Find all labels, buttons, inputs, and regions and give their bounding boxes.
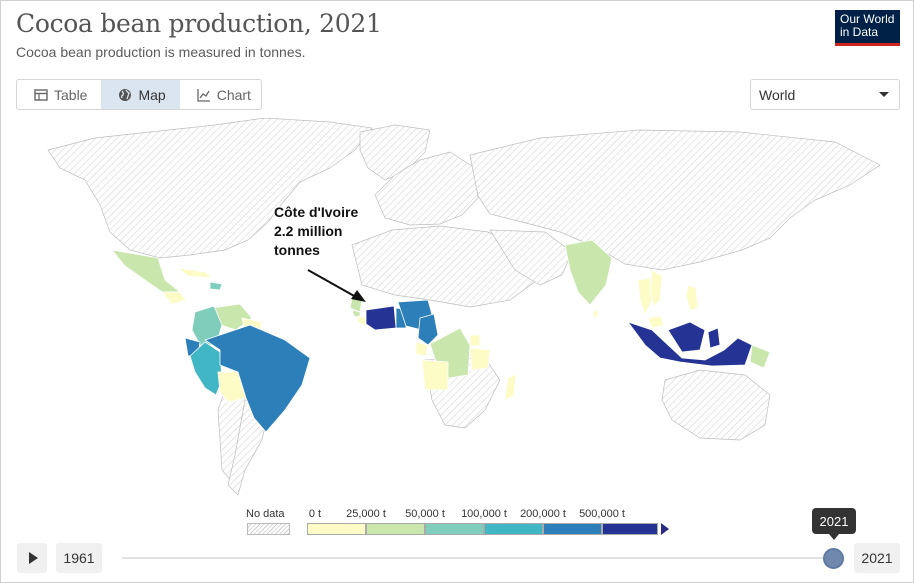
legend-tick-label: 0 t	[308, 508, 322, 520]
chart-subtitle: Cocoa bean production is measured in ton…	[16, 44, 306, 60]
country-indonesia[interactable]	[626, 321, 753, 367]
tab-table[interactable]: Table	[17, 80, 101, 109]
globe-icon	[119, 88, 132, 101]
country-dominican-republic[interactable]	[209, 281, 223, 291]
chevron-down-icon	[879, 92, 889, 97]
tab-map-label: Map	[138, 86, 166, 103]
legend-bin-4[interactable]	[543, 523, 602, 535]
country-philippines[interactable]	[685, 284, 699, 311]
region-select-value: World	[759, 86, 796, 103]
legend-tick-label: 100,000 t	[461, 508, 507, 520]
country-thailand[interactable]	[637, 277, 653, 317]
tab-chart[interactable]: Chart	[180, 80, 265, 109]
tab-table-label: Table	[54, 86, 88, 103]
country-tanzania[interactable]	[469, 347, 491, 371]
country-cuba[interactable]	[176, 267, 214, 279]
country-india[interactable]	[564, 239, 613, 306]
country-brazil[interactable]	[204, 324, 311, 433]
region-europe[interactable]	[374, 151, 479, 226]
play-button[interactable]	[17, 543, 47, 573]
region-north-africa[interactable]	[351, 225, 541, 308]
country-papua-new-guinea[interactable]	[749, 344, 771, 369]
legend-tick-label: 50,000 t	[405, 508, 445, 520]
timeline-track[interactable]	[122, 557, 836, 559]
owid-logo[interactable]: Our World in Data	[835, 10, 900, 46]
timeline-handle[interactable]	[823, 548, 844, 569]
country-sulawesi[interactable]	[707, 327, 721, 349]
country-bolivia[interactable]	[217, 371, 247, 403]
country-cote-divoire[interactable]	[365, 305, 397, 331]
region-north-america[interactable]	[47, 118, 373, 259]
table-icon	[34, 88, 48, 101]
timeline-year-tooltip: 2021	[812, 508, 856, 540]
legend-tick-label: 25,000 t	[346, 508, 386, 520]
country-liberia[interactable]	[357, 315, 367, 327]
legend-bin-0[interactable]	[307, 523, 366, 535]
annotation-line-2: 2.2 million	[274, 223, 343, 239]
play-icon	[28, 552, 38, 564]
region-select[interactable]: World	[750, 79, 900, 110]
annotation-arrowhead	[351, 290, 366, 302]
country-uganda[interactable]	[469, 334, 481, 347]
region-asia[interactable]	[469, 129, 881, 271]
country-malaysia[interactable]	[647, 315, 665, 329]
region-australia[interactable]	[661, 369, 771, 441]
timeline-end-year[interactable]: 2021	[854, 543, 900, 573]
timeline-start-year[interactable]: 1961	[56, 543, 102, 573]
country-angola[interactable]	[421, 359, 449, 391]
line-chart-icon	[197, 88, 210, 102]
legend-tick-label: 500,000 t	[579, 508, 625, 520]
legend-bin-1[interactable]	[366, 523, 425, 535]
country-borneo-indonesia[interactable]	[667, 321, 706, 353]
legend-no-data-swatch[interactable]	[247, 523, 290, 535]
country-guatemala[interactable]	[161, 291, 187, 305]
legend-tick-label: 200,000 t	[520, 508, 566, 520]
region-middle-east[interactable]	[489, 229, 573, 286]
annotation-line-3: tonnes	[274, 242, 320, 258]
annotation-arrow	[307, 269, 357, 298]
country-gabon[interactable]	[415, 341, 429, 357]
legend-no-data-label: No data	[246, 508, 285, 520]
logo-line-1: Our World	[840, 12, 895, 26]
tab-map[interactable]: Map	[101, 80, 180, 109]
annotation-line-1: Côte d'Ivoire	[274, 204, 359, 220]
tab-chart-label: Chart	[216, 86, 251, 103]
country-vietnam[interactable]	[649, 269, 663, 307]
legend-bin-3[interactable]	[484, 523, 543, 535]
legend-bin-5[interactable]	[602, 523, 658, 535]
annotation-label: Côte d'Ivoire 2.2 million tonnes	[274, 203, 358, 260]
legend-arrow	[661, 523, 669, 535]
country-sri-lanka[interactable]	[592, 309, 599, 319]
logo-line-2: in Data	[840, 25, 879, 39]
country-cameroon[interactable]	[417, 313, 439, 346]
country-peru[interactable]	[189, 341, 223, 396]
country-madagascar[interactable]	[504, 373, 517, 401]
view-tabs: Table Map Chart	[16, 79, 262, 110]
chart-title: Cocoa bean production, 2021	[16, 9, 382, 38]
world-map[interactable]	[0, 118, 914, 503]
legend-bin-2[interactable]	[425, 523, 484, 535]
